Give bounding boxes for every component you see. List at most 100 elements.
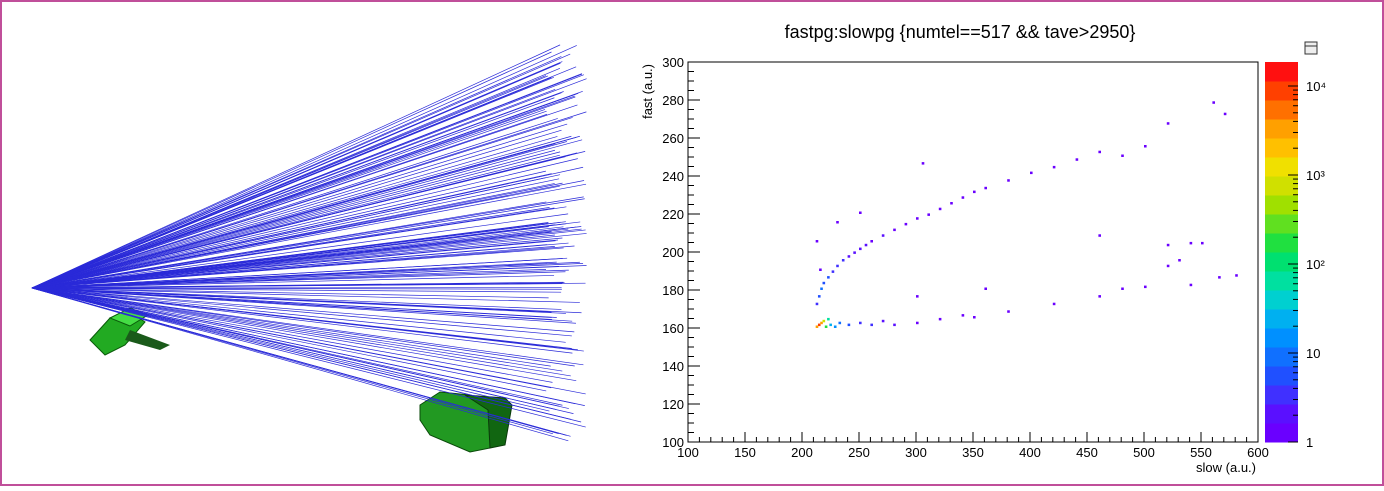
y-tick-label: 100 — [662, 435, 684, 450]
heatmap-cell — [1144, 286, 1147, 289]
heatmap-cell — [848, 324, 851, 327]
heatmap-cell — [834, 326, 837, 329]
heatmap-cell — [1098, 295, 1101, 298]
heatmap-cell — [1144, 145, 1147, 148]
colorbar-band — [1265, 157, 1298, 177]
heatmap-cell — [859, 212, 862, 215]
heatmap-cell — [1167, 265, 1170, 268]
heatmap-cell — [1190, 242, 1193, 245]
x-tick-label: 600 — [1247, 445, 1269, 460]
colorbar-tick-label: 10⁴ — [1306, 79, 1326, 94]
heatmap-cell — [865, 244, 868, 247]
heatmap-cell — [853, 251, 856, 254]
y-tick-label: 200 — [662, 245, 684, 260]
y-tick-label: 240 — [662, 169, 684, 184]
heatmap-cell — [1218, 276, 1221, 279]
colorbar-band — [1265, 119, 1298, 139]
heatmap-cell — [1121, 288, 1124, 291]
heatmap-cell — [823, 320, 826, 323]
y-tick-label: 300 — [662, 55, 684, 70]
chart-title: fastpg:slowpg {numtel==517 && tave>2950} — [785, 22, 1136, 42]
heatmap-cell — [916, 217, 919, 220]
colorbar-tick-label: 1 — [1306, 435, 1313, 450]
heatmap-cell — [842, 259, 845, 262]
x-tick-label: 450 — [1076, 445, 1098, 460]
colorbar-band — [1265, 271, 1298, 291]
heatmap-cell — [859, 248, 862, 251]
heatmap-cell — [836, 221, 839, 224]
heatmap-cell — [962, 196, 965, 199]
y-tick-label: 160 — [662, 321, 684, 336]
colorbar-band — [1265, 233, 1298, 253]
heatmap-cell — [916, 295, 919, 298]
colorbar-band — [1265, 252, 1298, 272]
x-tick-label: 250 — [848, 445, 870, 460]
heatmap-cell — [832, 270, 835, 273]
colorbar-band — [1265, 62, 1298, 82]
heatmap-cell — [1212, 101, 1215, 104]
x-tick-label: 400 — [1019, 445, 1041, 460]
heatmap-cell — [973, 316, 976, 319]
x-tick-label: 550 — [1190, 445, 1212, 460]
heatmap-cell — [882, 234, 885, 237]
heatmap-cell — [859, 322, 862, 325]
heatmap-cell — [818, 324, 821, 327]
heatmap-cell — [1224, 113, 1227, 116]
heatmap-cell — [950, 202, 953, 205]
heatmap-cell — [984, 288, 987, 291]
heatmap-cell — [848, 255, 851, 258]
colorbar-tick-label: 10 — [1306, 346, 1320, 361]
heatmap-cell — [962, 314, 965, 317]
heatmap-cell — [1007, 310, 1010, 313]
heatmap-cell — [825, 326, 828, 329]
heatmap-cell — [893, 324, 896, 327]
heatmap-cell — [1167, 244, 1170, 247]
colorbar-band — [1265, 100, 1298, 120]
heatmap-cell — [818, 295, 821, 298]
heatmap-cell — [827, 318, 830, 321]
colorbar-tick-label: 10³ — [1306, 168, 1325, 183]
y-tick-label: 260 — [662, 131, 684, 146]
y-axis-label: fast (a.u.) — [640, 64, 655, 119]
heatmap-cell — [1178, 259, 1181, 262]
colorbar-band — [1265, 309, 1298, 329]
heatmap-cell — [916, 322, 919, 325]
colorbar-band — [1265, 328, 1298, 348]
heatmap-cell — [922, 162, 925, 165]
colorbar-band — [1265, 81, 1298, 101]
y-tick-label: 140 — [662, 359, 684, 374]
heatmap-cell — [939, 208, 942, 211]
heatmap-cell — [893, 229, 896, 232]
heatmap-cell — [1098, 234, 1101, 237]
y-tick-label: 280 — [662, 93, 684, 108]
heatmap-cell — [819, 269, 822, 272]
heatmap-cell — [1235, 274, 1238, 277]
x-axis-label: slow (a.u.) — [1196, 460, 1256, 475]
heatmap-cell — [1053, 303, 1056, 306]
y-tick-label: 120 — [662, 397, 684, 412]
heatmap-cell — [1201, 242, 1204, 245]
heatmap-cell — [1030, 172, 1033, 175]
heatmap-cell — [1076, 158, 1079, 161]
heatmap-cell — [820, 322, 823, 325]
heatmap-cell — [870, 240, 873, 243]
heatmap-cell — [838, 322, 841, 325]
colorbar-band — [1265, 214, 1298, 234]
heatmap-cell — [1121, 155, 1124, 158]
canvas-icon — [1305, 42, 1317, 54]
heatmap-cell — [905, 223, 908, 226]
heatmap-cell — [870, 324, 873, 327]
heatmap-cell — [816, 240, 819, 243]
heatmap-cell — [816, 303, 819, 306]
x-tick-label: 500 — [1133, 445, 1155, 460]
colorbar-tick-label: 10² — [1306, 257, 1325, 272]
heatmap-cell — [820, 288, 823, 291]
x-tick-label: 350 — [962, 445, 984, 460]
y-tick-label: 220 — [662, 207, 684, 222]
heatmap-cell — [836, 265, 839, 268]
heatmap-cell — [1167, 122, 1170, 125]
colorbar-band — [1265, 423, 1298, 443]
heatmap-cell — [1053, 166, 1056, 169]
heatmap-cell — [927, 213, 930, 216]
heatmap-cell — [816, 326, 819, 329]
